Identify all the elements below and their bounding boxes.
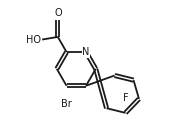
Text: N: N [82, 47, 90, 57]
Text: HO: HO [26, 35, 41, 45]
Text: Br: Br [61, 99, 72, 109]
Text: O: O [54, 8, 62, 18]
Text: F: F [123, 93, 129, 103]
